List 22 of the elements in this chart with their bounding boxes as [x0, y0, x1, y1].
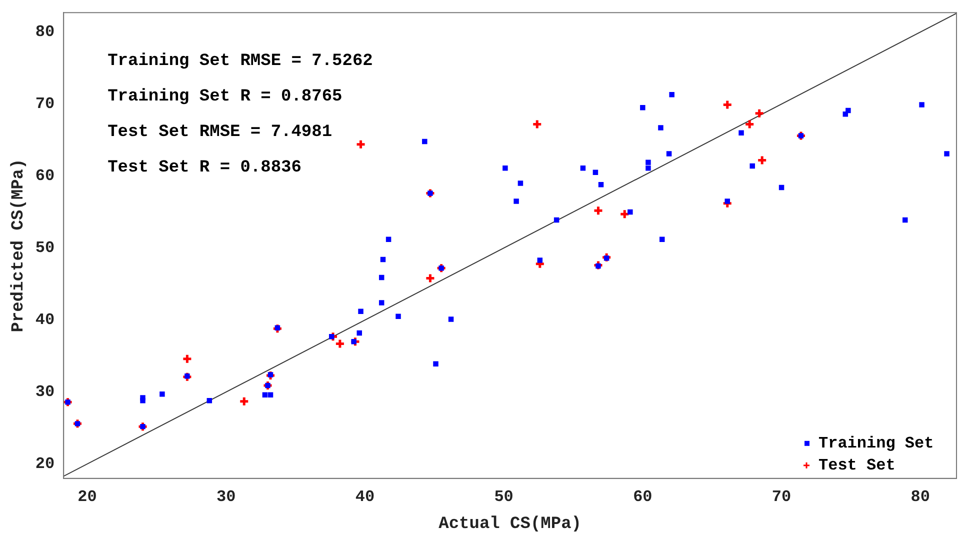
y-tick-label: 50 — [35, 239, 55, 258]
x-axis-title: Actual CS(MPa) — [438, 515, 582, 534]
y-tick-label: 60 — [35, 167, 55, 186]
annotation: Test Set RMSE = 7.4981 — [108, 122, 332, 142]
y-tick-label: 80 — [35, 23, 55, 42]
x-tick-label: 30 — [216, 488, 236, 506]
x-tick-label: 20 — [78, 488, 97, 506]
x-tick-label: 40 — [355, 488, 375, 506]
x-tick-label: 70 — [772, 488, 792, 506]
x-tick-label: 50 — [494, 488, 514, 506]
annotation: Training Set RMSE = 7.5262 — [108, 52, 373, 71]
x-tick-label: 60 — [633, 488, 652, 506]
y-tick-label: 20 — [35, 455, 55, 474]
legend-label: Training Set — [818, 434, 934, 452]
annotation: Training Set R = 0.8765 — [108, 87, 342, 106]
y-tick-label: 30 — [35, 383, 55, 402]
y-tick-label: 40 — [35, 311, 55, 330]
legend-label: Test Set — [818, 456, 896, 474]
x-tick-label: 80 — [910, 488, 930, 506]
annotation: Test Set R = 0.8836 — [108, 158, 302, 178]
y-axis-title: Predicted CS(MPa) — [9, 158, 28, 332]
y-tick-label: 70 — [35, 95, 55, 114]
